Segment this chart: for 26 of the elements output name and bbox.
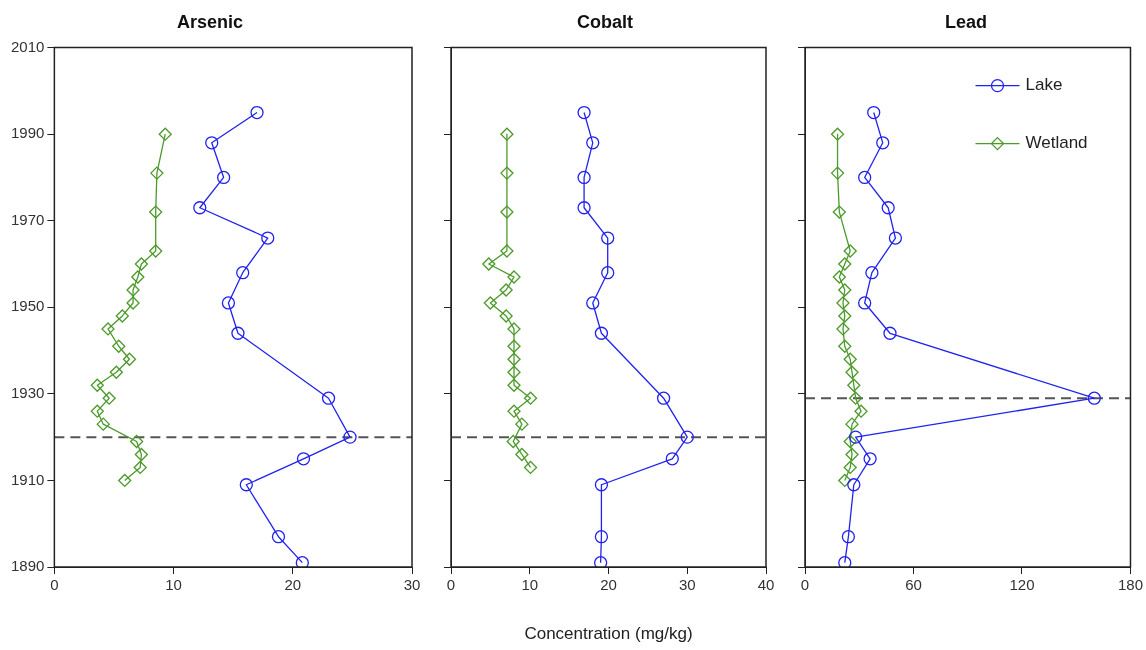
legend-label: Lake — [1025, 75, 1063, 95]
x-tick-label: 120 — [1009, 576, 1035, 594]
x-tick-label: 20 — [600, 576, 617, 594]
x-tick-label: 20 — [284, 576, 302, 594]
x-tick-label: 30 — [403, 576, 421, 594]
legend-label: Wetland — [1025, 133, 1088, 153]
x-tick-label: 10 — [165, 576, 182, 594]
chart-title: Arsenic — [176, 11, 244, 32]
x-tick-label: 30 — [678, 576, 696, 594]
x-tick-label: 40 — [757, 576, 775, 594]
x-tick-label: 0 — [800, 576, 810, 594]
x-tick-label: 0 — [50, 576, 59, 594]
y-tick-label: 1910 — [10, 470, 45, 488]
x-tick-label: 180 — [1117, 576, 1143, 594]
y-tick-label: 1890 — [10, 557, 45, 575]
x-tick-label: 60 — [905, 576, 922, 594]
chart-title: Cobalt — [577, 11, 633, 32]
y-tick-label: 1990 — [10, 124, 45, 142]
x-axis-title: Concentration (mg/kg) — [524, 624, 693, 643]
y-tick-label: 1950 — [10, 297, 45, 315]
x-tick-label: 10 — [521, 576, 539, 594]
y-tick-label: 1930 — [10, 384, 45, 402]
y-tick-label: 1970 — [10, 210, 45, 228]
chart-title: Lead — [944, 11, 988, 32]
x-tick-label: 0 — [446, 576, 456, 594]
y-tick-label: 2010 — [10, 37, 45, 55]
